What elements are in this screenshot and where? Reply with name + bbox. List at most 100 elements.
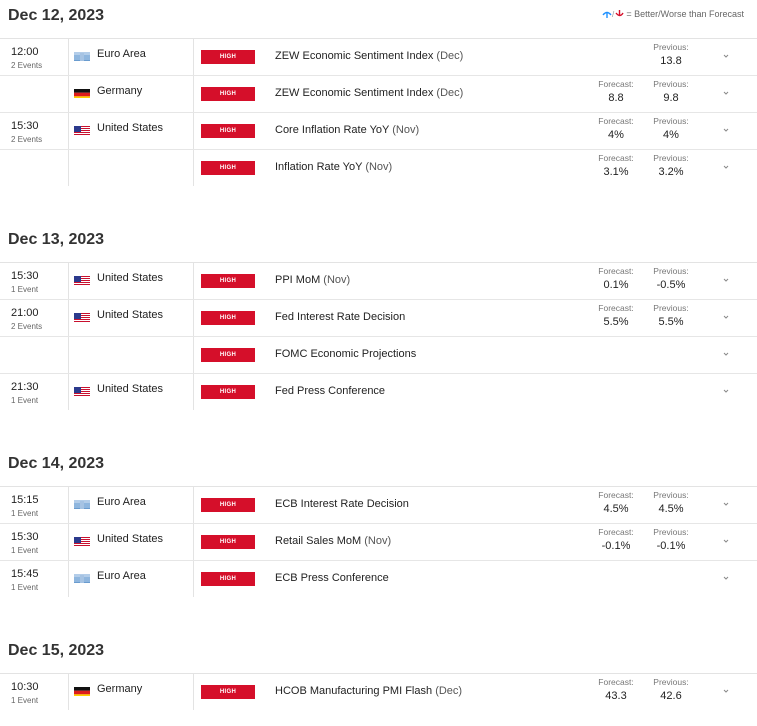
legend-text: = Better/Worse than Forecast xyxy=(626,9,744,19)
day-header: Dec 13, 2023 xyxy=(8,231,105,248)
chevron-down-icon[interactable] xyxy=(721,163,731,171)
chevron-down-icon[interactable] xyxy=(721,89,731,97)
impact-badge: HIGH xyxy=(201,498,255,512)
event-title[interactable]: Inflation Rate YoY (Nov) xyxy=(275,161,392,173)
forecast-value: 5.5% xyxy=(603,316,629,328)
impact-badge: HIGH xyxy=(201,535,255,549)
chevron-down-icon[interactable] xyxy=(721,387,731,395)
event-period: (Dec) xyxy=(436,50,464,62)
event-name: ECB Interest Rate Decision xyxy=(275,498,409,510)
event-title[interactable]: Core Inflation Rate YoY (Nov) xyxy=(275,124,419,136)
event-count: 1 Event xyxy=(11,509,39,518)
event-count: 1 Event xyxy=(11,285,39,294)
forecast-cell: Forecast: -0.1% xyxy=(586,527,646,552)
event-title[interactable]: ZEW Economic Sentiment Index (Dec) xyxy=(275,87,463,99)
previous-label: Previous: xyxy=(653,527,689,537)
impact-badge: HIGH xyxy=(201,385,255,399)
country-name: Euro Area xyxy=(97,570,146,582)
forecast-label: Forecast: xyxy=(598,116,634,126)
country-name: United States xyxy=(97,533,164,545)
chevron-down-icon[interactable] xyxy=(721,350,731,358)
chevron-down-icon[interactable] xyxy=(721,126,731,134)
event-title[interactable]: FOMC Economic Projections xyxy=(275,348,416,360)
event-title[interactable]: ECB Press Conference xyxy=(275,572,389,584)
impact-badge: HIGH xyxy=(201,161,255,175)
event-list: 15:30 1 Event United States HIGH PPI MoM (No… xyxy=(0,262,757,410)
day-header: Dec 15, 2023 xyxy=(8,642,105,659)
event-count: 1 Event xyxy=(11,583,39,592)
event-name: FOMC Economic Projections xyxy=(275,348,417,360)
impact-badge: HIGH xyxy=(201,87,255,101)
event-name: Retail Sales MoM xyxy=(275,535,362,547)
forecast-label: Forecast: xyxy=(598,153,634,163)
country-name: Germany xyxy=(97,683,143,695)
chevron-down-icon[interactable] xyxy=(721,537,731,545)
better-worse-icon: / xyxy=(602,10,624,19)
previous-cell: Previous: 4% xyxy=(641,116,701,141)
event-title[interactable]: ECB Interest Rate Decision xyxy=(275,498,409,510)
us-flag-icon xyxy=(74,385,90,396)
event-list: 10:30 1 Event Germany HIGH HCOB Manufacturin… xyxy=(0,673,757,710)
event-row[interactable]: 10:30 1 Event Germany HIGH HCOB Manufacturin… xyxy=(0,674,757,710)
previous-cell: Previous: -0.1% xyxy=(641,527,701,552)
event-row[interactable]: HIGH FOMC Economic Projections xyxy=(0,337,757,374)
event-row[interactable]: Germany HIGH ZEW Economic Sentiment Index … xyxy=(0,76,757,113)
event-row[interactable]: 15:30 2 Events United States HIGH Core Infla… xyxy=(0,113,757,150)
chevron-down-icon[interactable] xyxy=(721,574,731,582)
section-gap xyxy=(0,410,757,448)
event-time: 21:00 xyxy=(11,307,39,319)
previous-cell: Previous: 9.8 xyxy=(641,79,701,104)
event-list: 12:00 2 Events Euro Area HIGH ZEW Economic S… xyxy=(0,38,757,186)
forecast-cell: Forecast: 43.3 xyxy=(586,677,646,702)
section-gap xyxy=(0,186,757,224)
country-name: United States xyxy=(97,309,164,321)
eu-flag-icon xyxy=(74,50,90,61)
event-row[interactable]: 21:30 1 Event United States HIGH Fed Press C… xyxy=(0,374,757,410)
event-row[interactable]: 12:00 2 Events Euro Area HIGH ZEW Economic S… xyxy=(0,39,757,76)
previous-value: 4.5% xyxy=(658,503,684,515)
time-cell: 21:30 1 Event xyxy=(0,374,68,410)
event-title[interactable]: ZEW Economic Sentiment Index (Dec) xyxy=(275,50,463,62)
chevron-down-icon[interactable] xyxy=(721,500,731,508)
previous-cell: Previous: 4.5% xyxy=(641,490,701,515)
event-count: 1 Event xyxy=(11,396,39,405)
country-cell: Germany xyxy=(68,674,194,710)
event-title[interactable]: PPI MoM (Nov) xyxy=(275,274,350,286)
event-row[interactable]: HIGH Inflation Rate YoY (Nov) Forecast: 3.1… xyxy=(0,150,757,186)
event-row[interactable]: 15:15 1 Event Euro Area HIGH ECB Interest Ra… xyxy=(0,487,757,524)
event-row[interactable]: 15:30 1 Event United States HIGH PPI MoM (No… xyxy=(0,263,757,300)
event-row[interactable]: 15:45 1 Event Euro Area HIGH ECB Press Confe… xyxy=(0,561,757,597)
previous-label: Previous: xyxy=(653,116,689,126)
previous-value: -0.5% xyxy=(656,279,686,291)
event-title[interactable]: Fed Interest Rate Decision xyxy=(275,311,405,323)
svg-text:/: / xyxy=(612,10,615,19)
country-cell: United States xyxy=(68,300,194,336)
country-cell: Euro Area xyxy=(68,39,194,75)
previous-label: Previous: xyxy=(653,79,689,89)
chevron-down-icon[interactable] xyxy=(721,52,731,60)
chevron-down-icon[interactable] xyxy=(721,276,731,284)
country-name: Euro Area xyxy=(97,496,146,508)
event-title[interactable]: HCOB Manufacturing PMI Flash (Dec) xyxy=(275,685,462,697)
chevron-down-icon[interactable] xyxy=(721,313,731,321)
impact-badge: HIGH xyxy=(201,348,255,362)
event-title[interactable]: Retail Sales MoM (Nov) xyxy=(275,535,391,547)
chevron-down-icon[interactable] xyxy=(721,687,731,695)
day-section: Dec 13, 2023 15:30 1 Event United States HIG… xyxy=(0,224,757,410)
country-cell: Euro Area xyxy=(68,487,194,523)
event-count: 1 Event xyxy=(11,546,39,555)
event-row[interactable]: 21:00 2 Events United States HIGH Fed Intere… xyxy=(0,300,757,337)
event-title[interactable]: Fed Press Conference xyxy=(275,385,385,397)
event-row[interactable]: 15:30 1 Event United States HIGH Retail Sale… xyxy=(0,524,757,561)
previous-value: -0.1% xyxy=(656,540,686,552)
previous-label: Previous: xyxy=(653,490,689,500)
forecast-value: -0.1% xyxy=(601,540,631,552)
forecast-value: 4% xyxy=(608,129,624,141)
economic-calendar: Dec 12, 2023 12:00 2 Events Euro Area HIGH ZE… xyxy=(0,7,757,710)
event-period: (Dec) xyxy=(435,685,463,697)
country-name: United States xyxy=(97,122,164,134)
day-section: Dec 15, 2023 10:30 1 Event Germany HIGH HCOB … xyxy=(0,635,757,710)
event-time: 15:15 xyxy=(11,494,39,506)
event-name: Fed Interest Rate Decision xyxy=(275,311,406,323)
section-gap xyxy=(0,597,757,635)
